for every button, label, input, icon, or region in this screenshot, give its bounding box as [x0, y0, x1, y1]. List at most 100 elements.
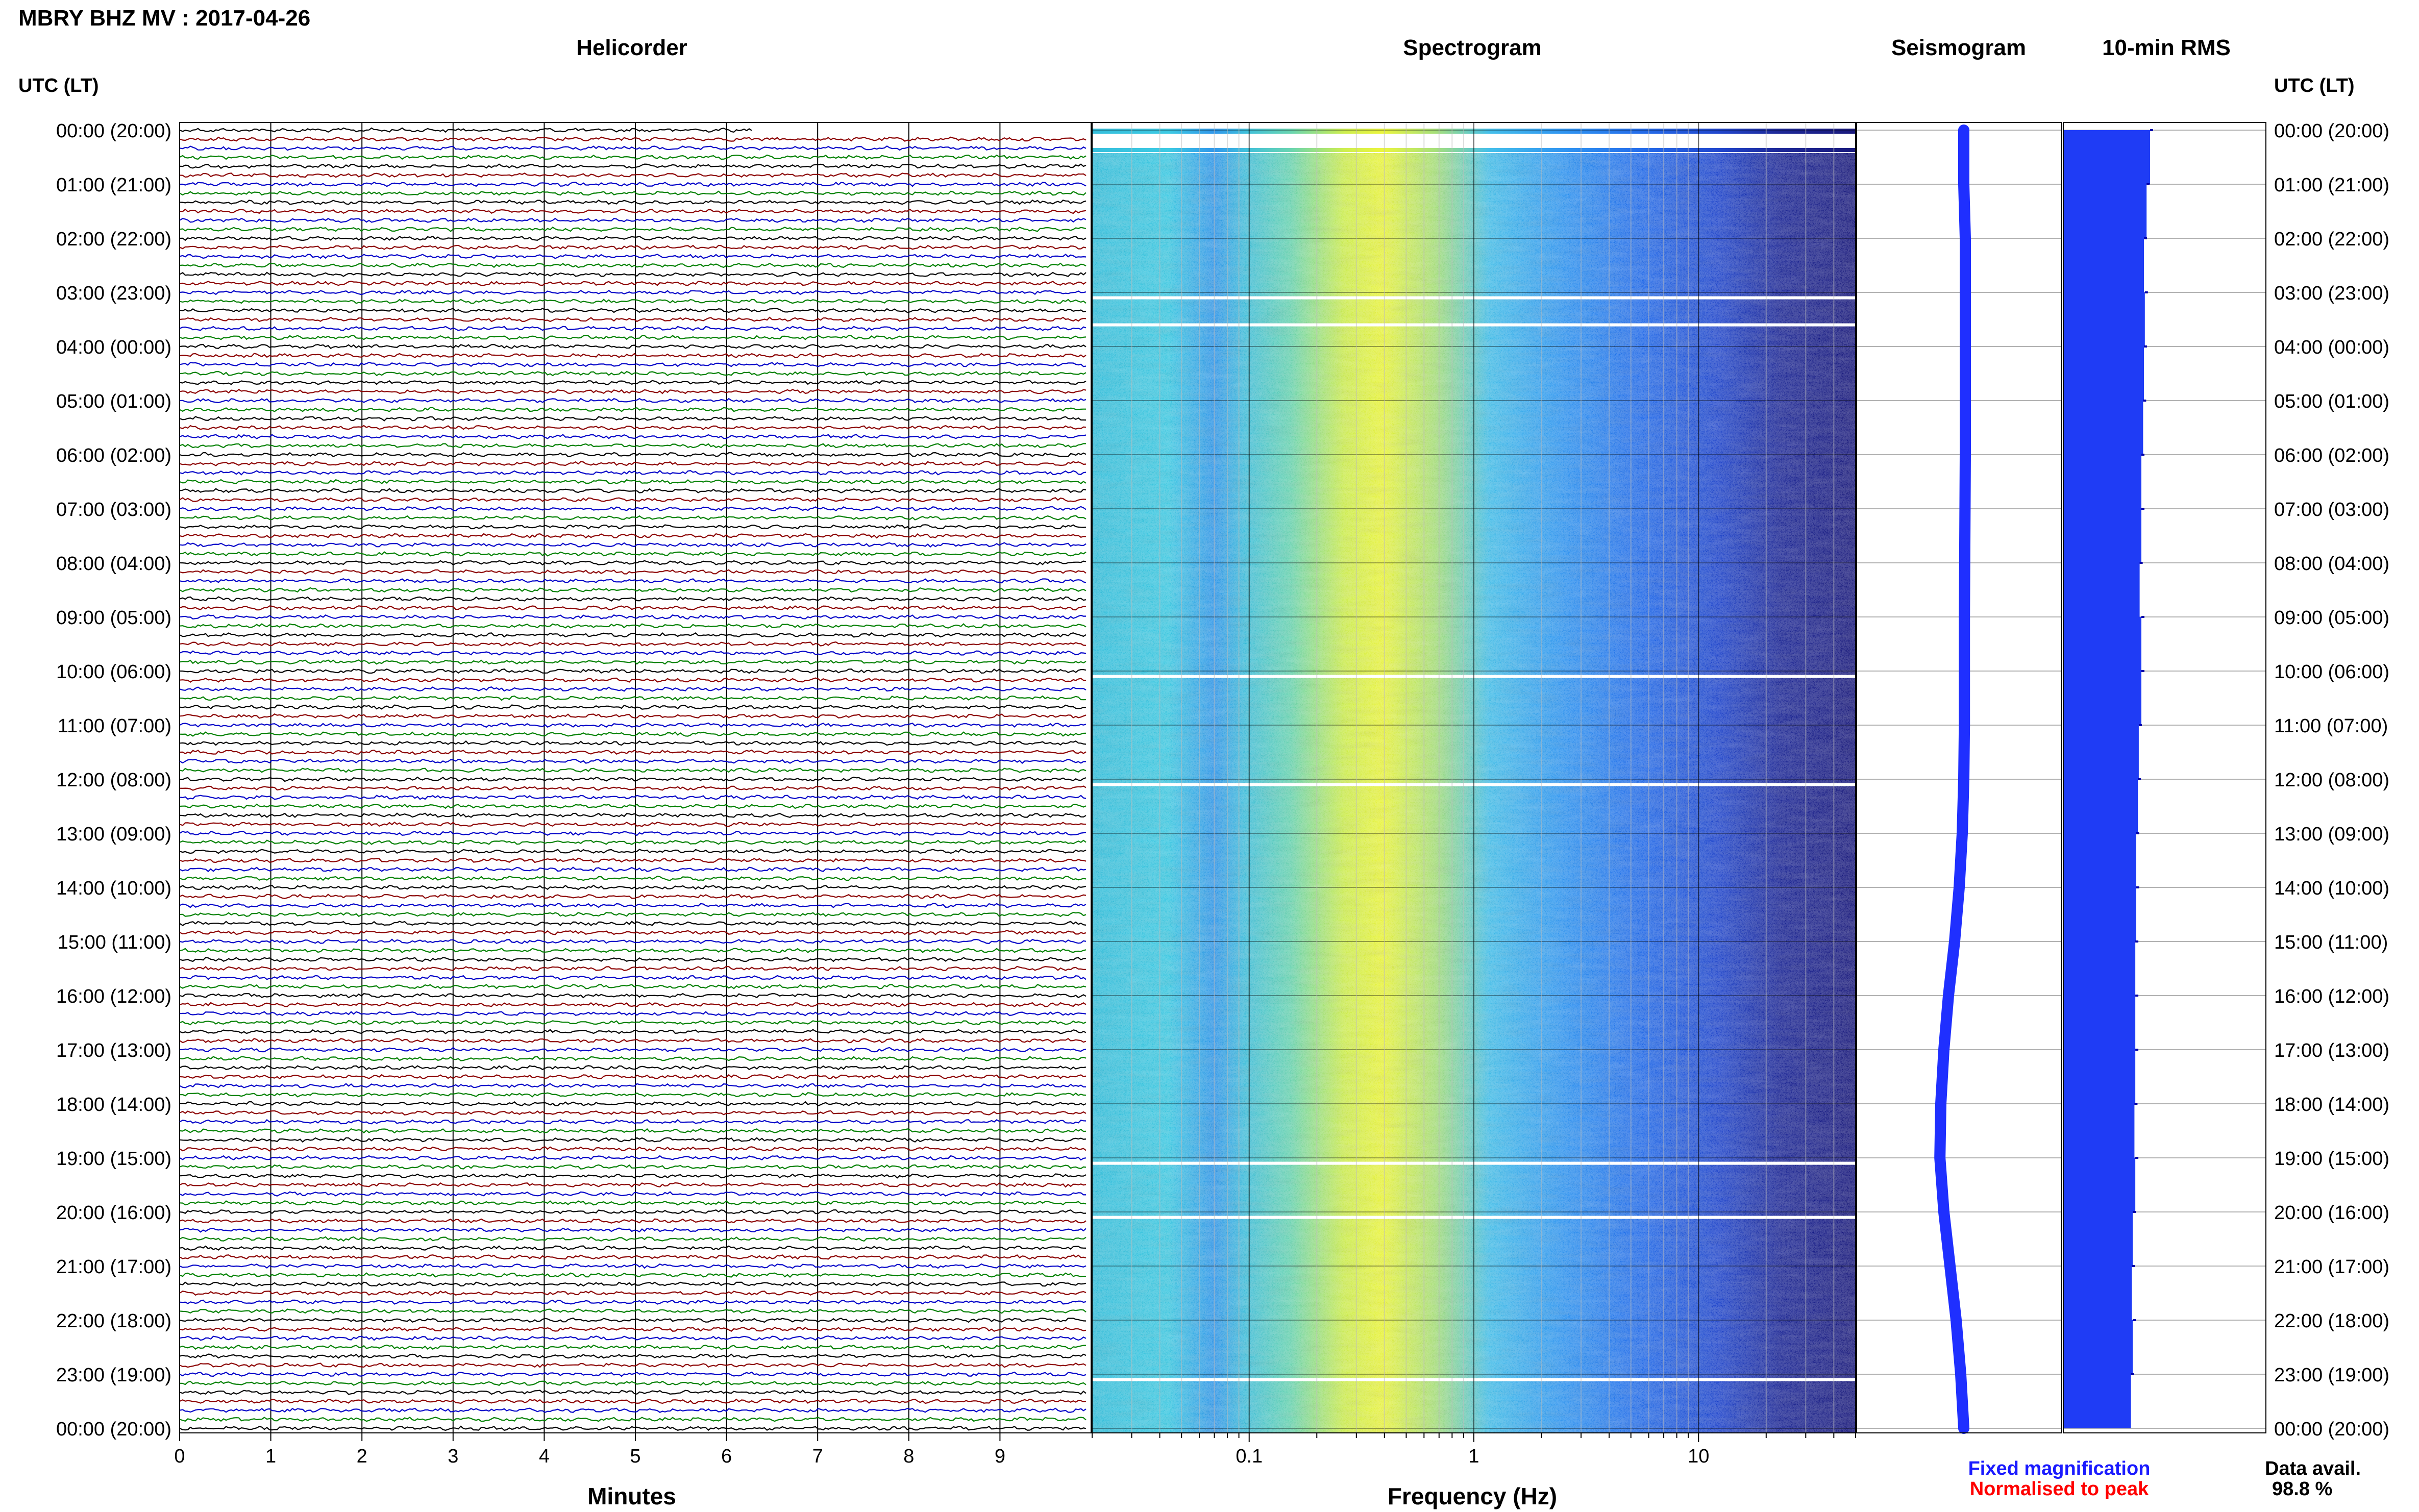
helicorder-trace — [179, 1020, 1087, 1026]
row-label-right: 05:00 (01:00) — [2274, 391, 2389, 412]
helicorder-trace — [179, 722, 1087, 728]
row-label-left: 05:00 (01:00) — [56, 391, 171, 412]
frequency-tick-label: 0.1 — [1236, 1446, 1263, 1467]
helicorder-trace — [179, 217, 1087, 223]
helicorder-trace — [179, 1353, 1087, 1359]
helicorder-trace — [179, 1083, 1086, 1088]
helicorder-trace — [179, 1037, 1087, 1044]
rms-bar — [2063, 563, 2140, 617]
helicorder-trace — [179, 488, 1087, 493]
helicorder-trace — [179, 1299, 1087, 1305]
minute-tick-label: 9 — [995, 1446, 1005, 1467]
helicorder-trace — [179, 1200, 1087, 1206]
page-title: MBRY BHZ MV : 2017-04-26 — [18, 6, 310, 31]
helicorder-trace — [179, 830, 1087, 836]
row-label-left: 04:00 (00:00) — [56, 337, 171, 358]
helicorder-trace — [179, 1056, 1087, 1061]
minute-tick-label: 6 — [721, 1446, 732, 1467]
minute-tick-label: 1 — [265, 1446, 276, 1467]
helicorder-trace — [179, 1245, 1087, 1251]
helicorder-trace — [179, 993, 1087, 999]
helicorder-trace — [179, 235, 1087, 241]
rms-bar — [2063, 1050, 2136, 1104]
minute-tick-label: 7 — [812, 1446, 823, 1467]
helicorder-trace — [179, 353, 1087, 359]
utc-lt-label-left: UTC (LT) — [18, 75, 99, 96]
helicorder-trace — [179, 668, 1087, 674]
spectrogram-x-axis: 0.1 1 10 — [1092, 1433, 1856, 1467]
helicorder-trace — [179, 857, 1087, 863]
helicorder-trace — [179, 479, 1087, 485]
helicorder-trace — [179, 1227, 1087, 1233]
frequency-tick-label: 1 — [1468, 1446, 1479, 1467]
helicorder-trace — [179, 244, 1087, 250]
helicorder-trace — [179, 452, 1087, 458]
helicorder-trace — [179, 434, 1087, 439]
rms-bar — [2063, 509, 2141, 563]
row-label-right: 02:00 (22:00) — [2274, 229, 2389, 250]
minute-tick-label: 8 — [903, 1446, 914, 1467]
rms-bar — [2063, 1158, 2136, 1212]
helicorder-trace — [179, 894, 1087, 899]
helicorder-trace — [179, 1074, 1087, 1080]
helicorder-trace — [179, 326, 1087, 332]
helicorder-trace — [179, 154, 1087, 160]
row-label-left: 22:00 (18:00) — [56, 1310, 171, 1332]
rms-bar — [2063, 887, 2136, 941]
helicorder-trace — [179, 416, 1087, 422]
helicorder-trace — [179, 560, 1087, 566]
helicorder-trace — [179, 407, 1086, 412]
helicorder-trace — [179, 497, 1087, 503]
helicorder-trace — [179, 749, 1087, 755]
helicorder-trace — [179, 227, 1087, 232]
row-label-right: 08:00 (04:00) — [2274, 553, 2389, 575]
helicorder-trace — [179, 127, 752, 133]
helicorder-trace — [179, 1164, 1087, 1170]
helicorder-trace — [179, 884, 1087, 890]
row-label-right: 10:00 (06:00) — [2274, 661, 2389, 683]
minute-tick-label: 3 — [448, 1446, 458, 1467]
helicorder-trace — [179, 596, 1087, 602]
helicorder-trace — [179, 1281, 1087, 1287]
row-label-right: 04:00 (00:00) — [2274, 337, 2389, 358]
row-label-right: 16:00 (12:00) — [2274, 986, 2389, 1007]
helicorder-trace — [179, 903, 1087, 908]
helicorder-trace — [179, 1128, 1087, 1134]
row-label-left: 16:00 (12:00) — [56, 986, 171, 1007]
helicorder-trace — [179, 461, 1087, 466]
spectrogram-x-axis-title: Frequency (Hz) — [1388, 1483, 1557, 1509]
rms-bar — [2063, 1212, 2133, 1266]
helicorder-trace — [179, 1272, 1087, 1278]
row-label-left: 13:00 (09:00) — [56, 824, 171, 845]
helicorder-trace — [179, 1317, 1087, 1323]
helicorder-trace — [179, 614, 1087, 620]
row-label-left: 20:00 (16:00) — [56, 1202, 171, 1224]
row-label-left: 19:00 (15:00) — [56, 1148, 171, 1170]
helicorder-trace — [179, 1146, 1087, 1152]
row-label-left: 08:00 (04:00) — [56, 553, 171, 575]
row-label-left: 07:00 (03:00) — [56, 499, 171, 520]
rms-bar — [2063, 1266, 2132, 1320]
row-label-left: 09:00 (05:00) — [56, 607, 171, 629]
helicorder-trace — [179, 695, 1087, 701]
helicorder-trace — [179, 641, 1087, 647]
helicorder-trace — [179, 1101, 1087, 1107]
data-availability-label: Data avail. — [2265, 1458, 2361, 1479]
helicorder-trace — [179, 145, 1087, 151]
row-label-right: 11:00 (07:00) — [2274, 715, 2388, 737]
helicorder-trace — [179, 849, 1087, 854]
row-label-right: 00:00 (20:00) — [2274, 1419, 2389, 1440]
minute-tick-label: 2 — [357, 1446, 367, 1467]
legend-fixed-magnification: Fixed magnification — [1968, 1458, 2151, 1479]
helicorder-trace — [179, 938, 1087, 945]
helicorder-trace — [179, 1209, 1087, 1214]
helicorder-trace — [179, 1137, 1087, 1143]
row-label-right: 03:00 (23:00) — [2274, 283, 2389, 304]
helicorder-trace — [179, 1407, 1087, 1413]
helicorder-trace — [179, 965, 1087, 972]
helicorder-panel — [179, 122, 1092, 1433]
helicorder-trace — [179, 704, 1087, 710]
row-label-left: 02:00 (22:00) — [56, 229, 171, 250]
helicorder-trace — [179, 713, 1087, 719]
